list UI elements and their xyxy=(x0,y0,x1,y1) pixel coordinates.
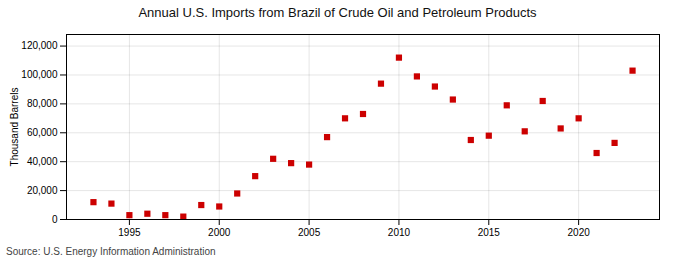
svg-text:2010: 2010 xyxy=(388,227,411,238)
svg-text:40,000: 40,000 xyxy=(27,156,58,167)
svg-text:2000: 2000 xyxy=(208,227,231,238)
svg-text:Thousand Barrels: Thousand Barrels xyxy=(9,88,20,167)
svg-text:80,000: 80,000 xyxy=(27,98,58,109)
svg-text:2015: 2015 xyxy=(478,227,501,238)
svg-text:1995: 1995 xyxy=(118,227,141,238)
svg-text:2020: 2020 xyxy=(568,227,591,238)
svg-text:0: 0 xyxy=(52,214,58,225)
html-text:Annual U.S. Imports from Brazi: Annual U.S. Imports from Brazil of Crude… xyxy=(138,5,537,20)
svg-text:100,000: 100,000 xyxy=(21,69,58,80)
svg-text:20,000: 20,000 xyxy=(27,185,58,196)
svg-text:60,000: 60,000 xyxy=(27,127,58,138)
html-text:Source: U.S. Energy Informatio: Source: U.S. Energy Information Administ… xyxy=(6,246,216,257)
svg-text:120,000: 120,000 xyxy=(21,40,58,51)
svg-text:2005: 2005 xyxy=(298,227,321,238)
